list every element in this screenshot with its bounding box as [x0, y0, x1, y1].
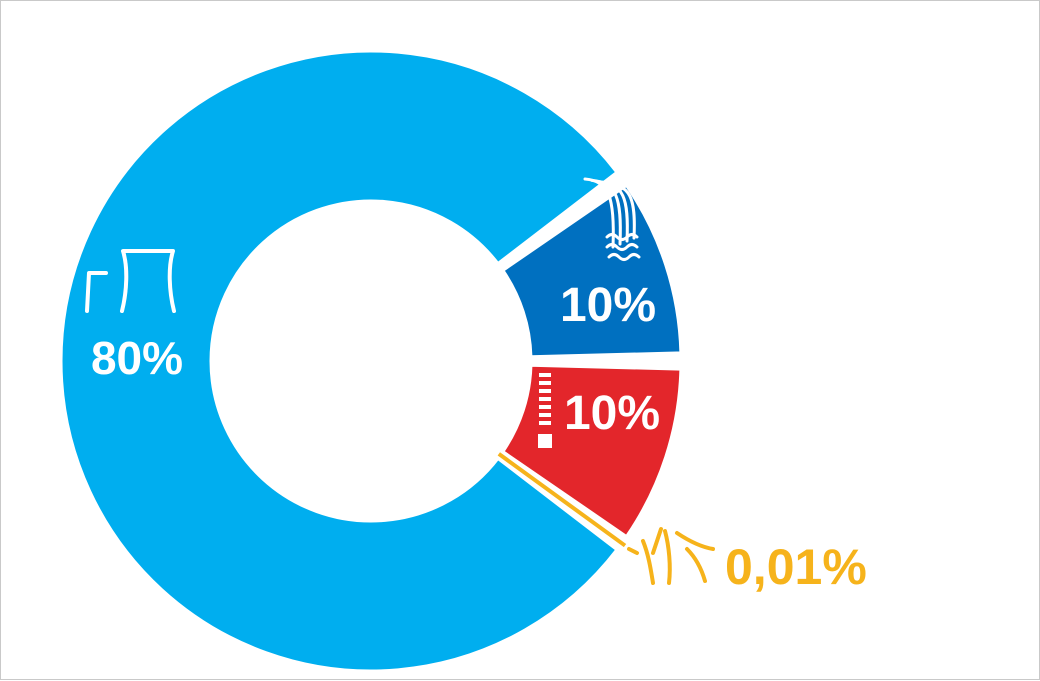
slice-hydro — [500, 183, 683, 359]
slice-cooling-tower — [59, 49, 620, 673]
label-thermal-percent: 10% — [564, 387, 660, 440]
slice-solar — [497, 452, 627, 548]
sun-rays-icon — [627, 527, 715, 585]
label-solar-percent: 0,01% — [725, 539, 867, 595]
label-80-percent: 80% — [91, 332, 183, 384]
thermometer-icon — [538, 373, 552, 448]
hydro-dam-icon — [583, 177, 641, 261]
label-hydro-percent: 10% — [560, 279, 656, 332]
cooling-tower-icon — [85, 249, 176, 313]
